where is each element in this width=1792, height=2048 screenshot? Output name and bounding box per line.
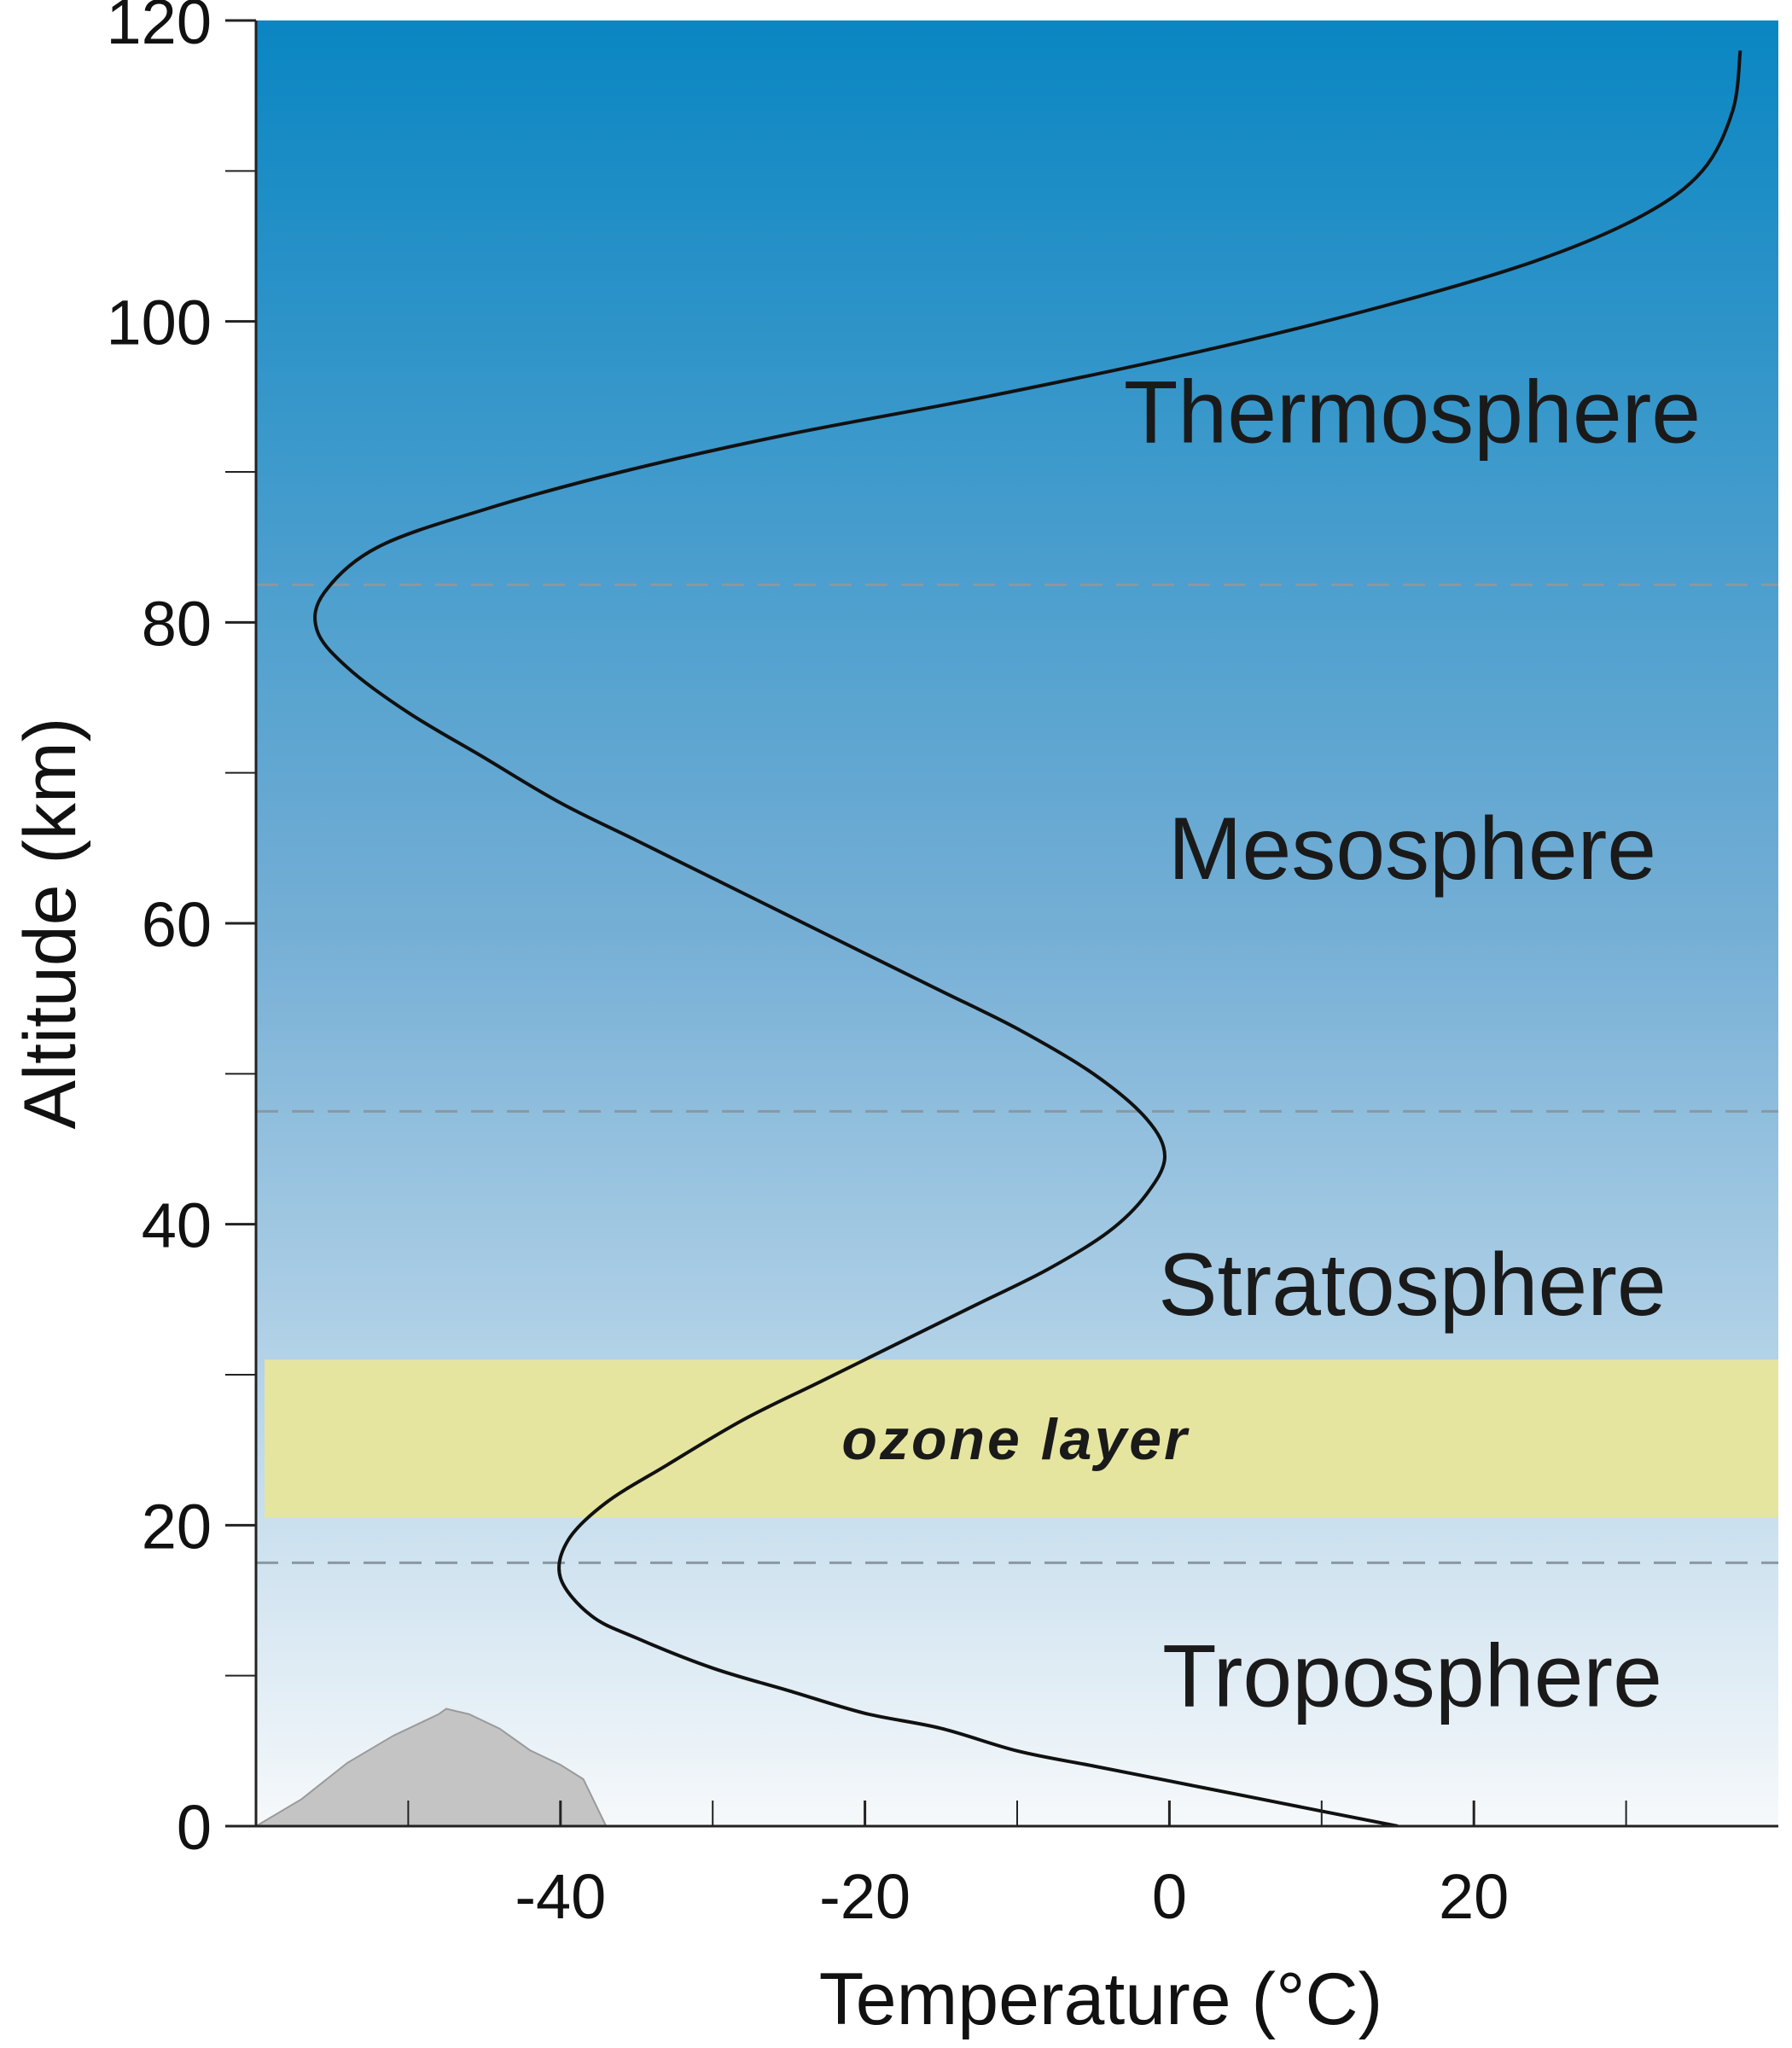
x-tick-label: -40 [515,1861,606,1932]
y-tick-label: 40 [142,1190,212,1261]
x-tick-label: 0 [1152,1861,1187,1932]
layer-label-thermosphere: Thermosphere [1124,363,1701,462]
y-axis-title: Altitude (km) [9,718,91,1130]
x-tick-label: 20 [1439,1861,1509,1932]
y-tick-label: 80 [142,588,212,659]
x-tick-label: -20 [819,1861,911,1932]
layer-label-stratosphere: Stratosphere [1158,1236,1666,1335]
y-tick-label: 20 [142,1491,212,1562]
y-tick-label: 0 [177,1792,212,1863]
y-tick-label: 120 [107,0,212,57]
y-tick-label: 60 [142,889,212,960]
mountain-silhouette [256,1708,608,1826]
temperature-curve [313,50,1743,1826]
y-tick-label: 100 [107,288,212,358]
layer-label-mesosphere: Mesosphere [1168,800,1656,899]
ozone-layer-label: ozone layer [841,1407,1190,1472]
ozone-layer-band [265,1359,1778,1518]
x-axis-title: Temperature (°C) [819,1958,1382,2040]
layer-label-troposphere: Troposphere [1162,1627,1662,1726]
plot-background [256,20,1778,1826]
